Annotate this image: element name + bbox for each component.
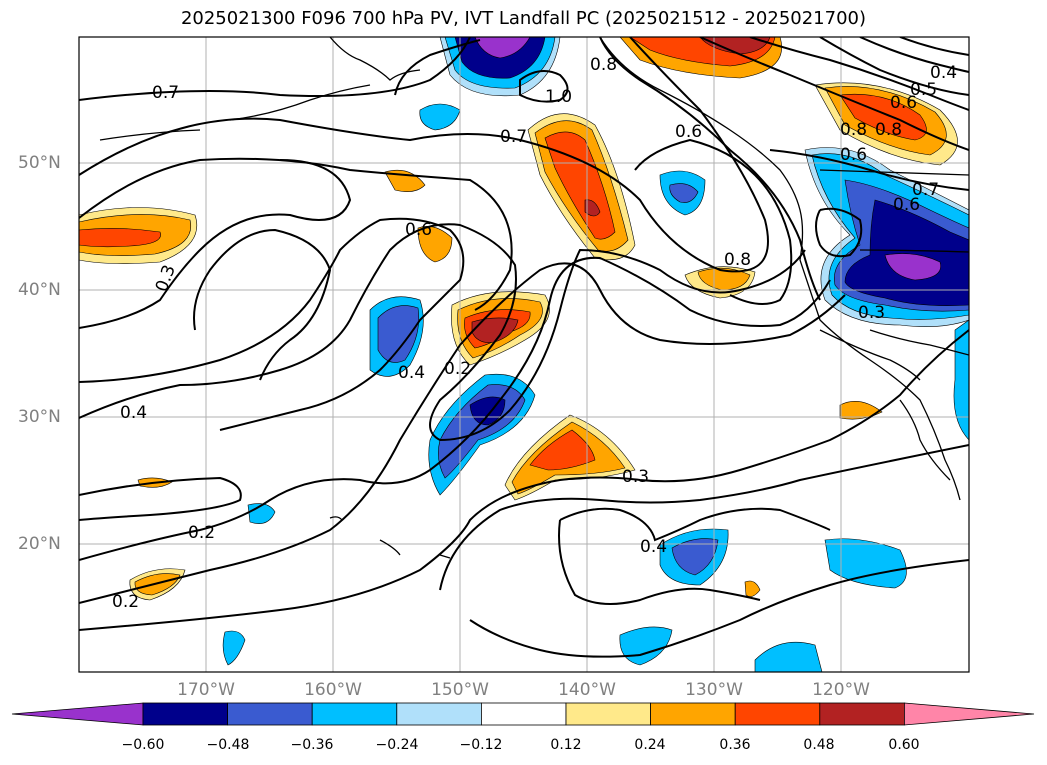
graticule — [79, 37, 969, 672]
contour-label: 1.0 — [545, 87, 572, 107]
colorbar — [11, 702, 1035, 726]
contour-label: 0.8 — [840, 120, 867, 140]
colorbar-tick-label: −0.12 — [459, 737, 503, 753]
contour-label: 0.7 — [152, 83, 179, 103]
coastlines — [99, 37, 969, 559]
map-area: 0.7 1.0 0.8 0.7 0.6 0.5 0.4 0.6 0.8 0.8 … — [79, 37, 969, 672]
contour-label: 0.6 — [405, 220, 432, 240]
lat-tick-label: 50°N — [18, 153, 61, 173]
contour-label: 0.6 — [840, 145, 867, 165]
contour-label: 0.8 — [590, 55, 617, 75]
contour-label: 0.6 — [675, 122, 702, 142]
lon-tick-label: 160°W — [304, 680, 362, 700]
colorbar-segment — [311, 702, 398, 726]
contour-label: 0.7 — [912, 180, 939, 200]
contour-label: 0.6 — [890, 93, 917, 113]
colorbar-segment — [396, 702, 482, 726]
contour-label: 0.8 — [875, 120, 902, 140]
lon-tick-label: 120°W — [812, 680, 870, 700]
colorbar-tick-label: 0.24 — [634, 737, 666, 753]
contour-labels: 0.7 1.0 0.8 0.7 0.6 0.5 0.4 0.6 0.8 0.8 … — [112, 55, 957, 612]
shaded-anomaly-fields — [79, 37, 969, 672]
contour-label: 0.4 — [930, 63, 957, 83]
colorbar-segment — [819, 702, 905, 726]
colorbar-segment — [734, 702, 821, 726]
contour-label: 0.8 — [724, 250, 751, 270]
colorbar-tick-label: −0.36 — [290, 737, 334, 753]
contour-label: 0.2 — [188, 523, 215, 543]
contour-label: 0.2 — [444, 359, 471, 379]
colorbar-segment — [480, 702, 567, 726]
lon-tick-label: 130°W — [685, 680, 743, 700]
colorbar-extend-max — [904, 702, 1035, 726]
lat-tick-label: 20°N — [18, 534, 61, 554]
contour-label: 0.6 — [893, 195, 920, 215]
colorbar-tick-label: 0.36 — [719, 737, 751, 753]
colorbar-segment — [142, 702, 228, 726]
colorbar-tick-label: −0.24 — [375, 737, 419, 753]
contour-label: 0.4 — [398, 363, 425, 383]
contour-label: 0.3 — [858, 303, 885, 323]
pv-contours — [79, 37, 969, 658]
colorbar-tick-label: 0.12 — [550, 737, 582, 753]
map-title: 2025021300 F096 700 hPa PV, IVT Landfall… — [180, 8, 867, 29]
colorbar-segment — [650, 702, 736, 726]
lon-tick-label: 170°W — [177, 680, 235, 700]
colorbar-segment — [227, 702, 313, 726]
contour-label: 0.4 — [120, 403, 147, 423]
colorbar-extend-min — [11, 702, 144, 726]
lat-tick-label: 30°N — [18, 407, 61, 427]
map-frame — [78, 36, 970, 673]
lon-tick-label: 140°W — [558, 680, 616, 700]
lat-tick-label: 40°N — [18, 280, 61, 300]
colorbar-tick-label: −0.48 — [206, 737, 250, 753]
contour-label: 0.7 — [500, 127, 527, 147]
contour-label: 0.4 — [640, 537, 667, 557]
contour-label: 0.5 — [910, 80, 937, 100]
colorbar-segment — [565, 702, 651, 726]
colorbar-tick-label: 0.60 — [888, 737, 920, 753]
lon-tick-label: 150°W — [431, 680, 489, 700]
contour-label: 0.3 — [622, 467, 649, 487]
colorbar-tick-label: 0.48 — [803, 737, 835, 753]
colorbar-tick-label: −0.60 — [121, 737, 165, 753]
contour-label: 0.2 — [112, 592, 139, 612]
